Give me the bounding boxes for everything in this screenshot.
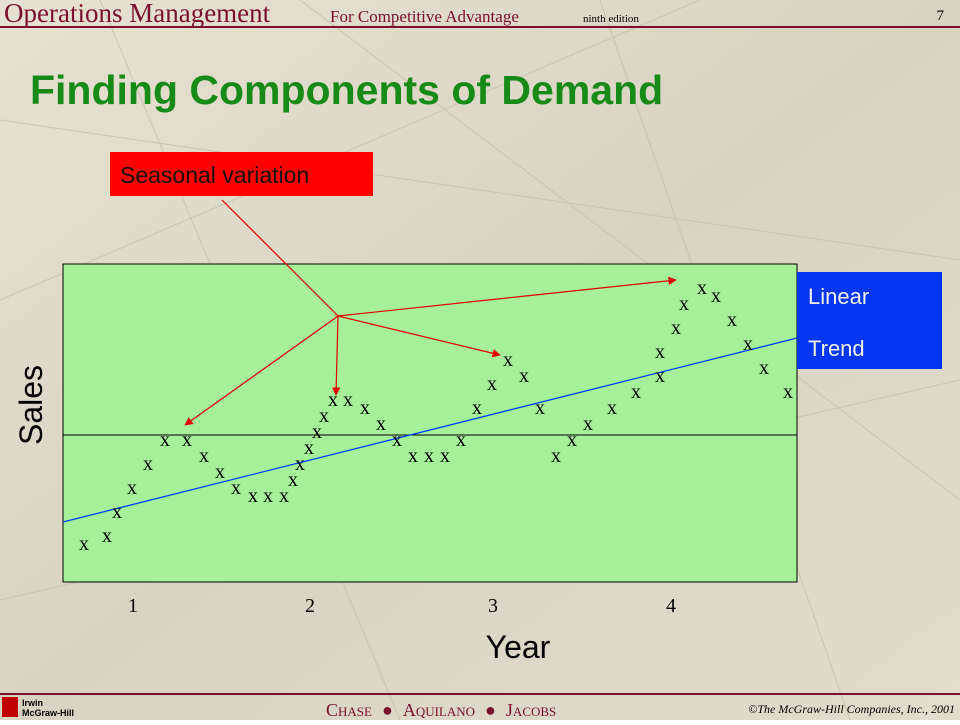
marker: x: [711, 285, 721, 307]
marker: x: [679, 293, 689, 315]
header-title: Operations Management: [4, 0, 271, 28]
marker: x: [727, 309, 737, 331]
marker: x: [343, 389, 353, 411]
marker: x: [360, 397, 370, 419]
marker: x: [199, 445, 209, 467]
marker: x: [295, 453, 305, 475]
callout-arrows: [184, 199, 677, 426]
y-axis-label: Sales: [13, 365, 49, 445]
marker: x: [472, 397, 482, 419]
author: Aquilano: [403, 700, 475, 720]
marker: x: [503, 349, 513, 371]
slide-title: Finding Components of Demand: [30, 67, 663, 113]
marker: x: [535, 397, 545, 419]
page-number: 7: [937, 8, 945, 24]
marker: x: [655, 365, 665, 387]
marker: x: [607, 397, 617, 419]
trend-label: Trend: [808, 336, 865, 361]
marker: x: [392, 429, 402, 451]
marker: x: [160, 429, 170, 451]
marker: x: [424, 445, 434, 467]
marker: x: [456, 429, 466, 451]
marker: x: [79, 533, 89, 555]
header-subtitle: For Competitive Advantage: [330, 7, 519, 26]
marker: x: [231, 477, 241, 499]
marker: x: [304, 437, 314, 459]
marker: x: [487, 373, 497, 395]
x-tick-label: 1: [128, 595, 138, 617]
marker: x: [248, 485, 258, 507]
trend-line: [62, 337, 798, 523]
marker: x: [783, 381, 793, 403]
marker: x: [519, 365, 529, 387]
author: Chase: [326, 700, 372, 720]
marker: x: [328, 389, 338, 411]
x-tick-label: 3: [488, 595, 498, 617]
marker: x: [759, 357, 769, 379]
separator: ●: [485, 700, 496, 720]
marker: x: [376, 413, 386, 435]
marker: x: [567, 429, 577, 451]
marker: x: [743, 333, 753, 355]
logo-icon: [2, 697, 18, 717]
logo-text: Irwin: [22, 698, 43, 708]
marker: x: [215, 461, 225, 483]
callout-box: [110, 152, 373, 196]
marker: x: [288, 469, 298, 491]
copyright: ©The McGraw-Hill Companies, Inc., 2001: [748, 702, 955, 716]
marker: x: [143, 453, 153, 475]
marker: x: [697, 277, 707, 299]
logo-text: McGraw-Hill: [22, 708, 74, 718]
header-edition: ninth edition: [583, 13, 639, 25]
marker: x: [182, 429, 192, 451]
marker: x: [312, 421, 322, 443]
marker: x: [279, 485, 289, 507]
marker: x: [655, 341, 665, 363]
callout-label: Seasonal variation: [120, 162, 309, 188]
marker: x: [319, 405, 329, 427]
author: Jacobs: [506, 700, 556, 720]
x-tick-label: 2: [305, 595, 315, 617]
marker: x: [583, 413, 593, 435]
marker: x: [127, 477, 137, 499]
separator: ●: [382, 700, 393, 720]
trend-label: Linear: [808, 284, 869, 309]
trend-box: [797, 272, 942, 369]
marker: x: [551, 445, 561, 467]
x-axis-label: Year: [486, 629, 551, 665]
marker: x: [631, 381, 641, 403]
authors: Chase ● Aquilano ● Jacobs: [326, 700, 556, 720]
marker: x: [102, 525, 112, 547]
marker: x: [440, 445, 450, 467]
marker: x: [671, 317, 681, 339]
marker: x: [263, 485, 273, 507]
marker: x: [408, 445, 418, 467]
x-tick-label: 4: [666, 595, 676, 617]
marker: x: [112, 501, 122, 523]
